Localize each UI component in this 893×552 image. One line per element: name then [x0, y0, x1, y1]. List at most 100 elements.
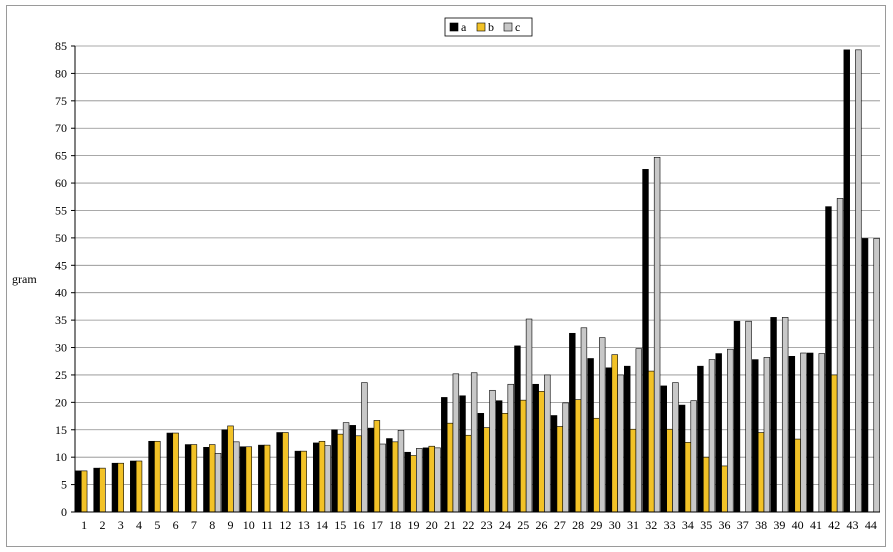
x-tick-label: 2: [99, 518, 105, 532]
x-tick-labels: 1 2 3 4 5 6 7 8 9 10 11 12 13 14 15 16 17 18 19 20 21 22 23 24 2…: [81, 518, 877, 532]
bar-c-20: [434, 447, 441, 513]
bar-a-38: [752, 359, 759, 513]
bar-c-25: [525, 318, 533, 513]
x-tick-label: 4: [136, 518, 142, 532]
x-tick-label: 5: [154, 518, 160, 532]
bar-a-9: [221, 429, 228, 513]
bar-a-39: [770, 317, 777, 513]
bar-a-12: [276, 432, 283, 513]
bar-a-42: [825, 206, 832, 513]
bar-c-17: [379, 443, 386, 513]
bar-a-41: [806, 352, 814, 513]
y-tick-label: 25: [55, 368, 67, 382]
x-tick-label: 11: [261, 518, 273, 532]
bar-b-21: [446, 422, 454, 513]
x-tick-label: 43: [847, 518, 859, 532]
bar-c-32: [653, 156, 661, 513]
bar-a-28: [569, 332, 576, 513]
x-tick-label: 3: [118, 518, 124, 532]
bar-a-31: [624, 365, 631, 513]
x-tick-label: 33: [664, 518, 676, 532]
bar-b-16: [355, 435, 362, 513]
bar-a-17: [367, 427, 375, 513]
y-tick-label: 65: [55, 149, 67, 163]
bar-b-8: [209, 444, 216, 513]
bar-c-41: [818, 353, 825, 513]
bar-a-43: [843, 49, 850, 513]
bar-c-9: [233, 441, 240, 513]
x-tick-label: 37: [737, 518, 749, 532]
legend-label-a: a: [461, 20, 467, 34]
bar-c-28: [580, 327, 588, 513]
y-tick-label: 30: [55, 341, 67, 355]
y-tick-label: 15: [55, 423, 67, 437]
x-tick-label: 8: [209, 518, 215, 532]
bars: [75, 49, 880, 513]
bar-c-40: [800, 352, 807, 513]
bar-a-27: [550, 415, 558, 513]
bar-b-15: [337, 433, 344, 513]
bar-a-4: [130, 460, 137, 513]
bar-b-33: [666, 428, 673, 513]
y-tick-label: 0: [61, 505, 67, 519]
x-tick-label: 22: [462, 518, 474, 532]
x-tick-label: 12: [279, 518, 291, 532]
bar-b-34: [684, 442, 692, 513]
x-tick-label: 38: [755, 518, 767, 532]
x-tick-label: 44: [865, 518, 877, 532]
x-tick-label: 14: [316, 518, 328, 532]
x-tick-label: 36: [718, 518, 730, 532]
x-tick-label: 24: [499, 518, 511, 532]
bar-b-25: [520, 399, 527, 513]
x-tick-label: 32: [645, 518, 657, 532]
bar-c-33: [672, 382, 679, 513]
x-tick-label: 23: [481, 518, 493, 532]
axes: [71, 45, 880, 513]
bar-b-26: [538, 391, 545, 513]
y-tick-label: 50: [55, 231, 67, 245]
x-tick-label: 13: [298, 518, 310, 532]
legend-swatch-a: [449, 22, 459, 32]
legend-swatch-c: [503, 22, 513, 32]
bar-a-40: [788, 355, 796, 513]
bar-a-32: [642, 169, 649, 513]
bar-c-29: [599, 337, 606, 513]
bar-a-10: [239, 446, 247, 513]
x-tick-label: 27: [554, 518, 566, 532]
gridlines: [75, 45, 880, 485]
bar-b-42: [831, 374, 838, 513]
bar-a-5: [148, 440, 155, 513]
bar-c-21: [452, 373, 460, 513]
bar-c-8: [214, 453, 222, 513]
x-tick-label: 17: [371, 518, 383, 532]
bar-c-23: [489, 389, 496, 513]
bar-a-24: [495, 400, 503, 513]
x-tick-label: 20: [426, 518, 438, 532]
bar-c-31: [635, 348, 643, 513]
bar-c-26: [544, 374, 551, 513]
bar-b-38: [757, 432, 765, 513]
bar-b-18: [391, 441, 399, 513]
y-tick-label: 80: [55, 66, 67, 80]
bar-c-39: [781, 317, 789, 513]
x-tick-label: 29: [590, 518, 602, 532]
bar-a-2: [93, 467, 100, 513]
bar-a-25: [514, 345, 521, 513]
bar-c-24: [507, 383, 514, 513]
legend-label-c: c: [515, 20, 520, 34]
bar-a-8: [203, 447, 210, 513]
x-tick-label: 42: [828, 518, 840, 532]
bar-c-22: [470, 372, 478, 513]
bar-c-30: [617, 374, 624, 513]
bar-a-6: [166, 432, 174, 513]
bar-c-38: [763, 357, 771, 513]
bar-b-24: [501, 413, 509, 513]
bar-b-30: [611, 354, 618, 513]
y-tick-label: 10: [55, 450, 67, 464]
bar-c-27: [562, 402, 569, 513]
bar-c-34: [690, 400, 697, 513]
bar-b-13: [300, 450, 307, 513]
bar-b-7: [190, 444, 198, 513]
bar-b-10: [245, 446, 253, 513]
